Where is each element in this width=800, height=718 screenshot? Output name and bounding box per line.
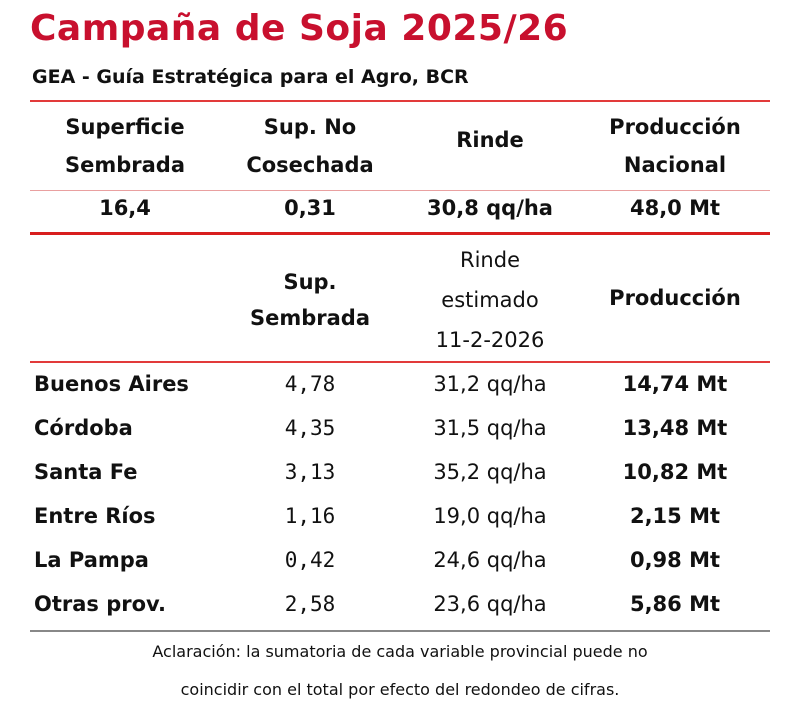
header-no-cosechada-line2: Cosechada — [246, 153, 374, 177]
province-produccion: 0,98 Mt — [629, 548, 721, 572]
rule-bottom — [30, 630, 770, 632]
province-rinde: 31,5 qq/ha — [433, 416, 547, 440]
province-produccion: 14,74 Mt — [622, 372, 728, 396]
province-rinde: 19,0 qq/ha — [433, 504, 547, 528]
province-rinde: 24,6 qq/ha — [433, 548, 547, 572]
header-produccion-nacional: Producción Nacional — [580, 108, 770, 184]
province-name: Córdoba — [34, 416, 133, 440]
province-name: Entre Ríos — [34, 504, 156, 528]
province-name: Santa Fe — [34, 460, 138, 484]
rule-provincial — [30, 361, 770, 363]
province-sup: 3,13 — [284, 460, 336, 484]
header-sup-sembrada: Sup. Sembrada — [225, 264, 395, 336]
header-no-cosechada: Sup. No Cosechada — [225, 108, 395, 184]
header-rinde: Rinde — [456, 128, 524, 152]
header-superficie-line2: Sembrada — [64, 153, 185, 177]
national-rinde: 30,8 qq/ha — [427, 196, 553, 220]
province-sup: 1,16 — [284, 504, 336, 528]
header-no-cosechada-line1: Sup. No — [263, 115, 357, 139]
header-superficie: Superficie Sembrada — [30, 108, 220, 184]
province-rinde: 31,2 qq/ha — [433, 372, 547, 396]
header-rinde-line1: Rinde — [460, 248, 520, 272]
footnote-line1: Aclaración: la sumatoria de cada variabl… — [152, 642, 648, 661]
province-sup: 4,35 — [284, 416, 336, 440]
province-produccion: 5,86 Mt — [629, 592, 721, 616]
page-subtitle: GEA - Guía Estratégica para el Agro, BCR — [32, 66, 469, 88]
header-produccion-line2: Nacional — [623, 153, 727, 177]
province-sup: 0,42 — [284, 548, 336, 572]
footnote-line2: coincidir con el total por efecto del re… — [180, 680, 620, 699]
province-name: Otras prov. — [34, 592, 166, 616]
national-superficie: 16,4 — [99, 196, 151, 220]
province-produccion: 2,15 Mt — [629, 504, 721, 528]
province-sup: 4,78 — [284, 372, 336, 396]
header-rinde-estimado: Rinde estimado 11-2-2026 — [410, 240, 570, 360]
province-name: Buenos Aires — [34, 372, 189, 396]
province-rinde: 35,2 qq/ha — [433, 460, 547, 484]
national-produccion: 48,0 Mt — [629, 196, 721, 220]
header-sup-line2: Sembrada — [249, 306, 370, 330]
header-superficie-line1: Superficie — [65, 115, 185, 139]
province-sup: 2,58 — [284, 592, 336, 616]
province-produccion: 13,48 Mt — [622, 416, 728, 440]
province-produccion: 10,82 Mt — [622, 460, 728, 484]
rule-top — [30, 100, 770, 102]
header-rinde-line3: 11-2-2026 — [435, 328, 545, 352]
rule-national — [30, 190, 770, 191]
province-name: La Pampa — [34, 548, 149, 572]
rule-divider — [30, 232, 770, 235]
province-rinde: 23,6 qq/ha — [433, 592, 547, 616]
header-rinde-line2: estimado — [441, 288, 539, 312]
page-title: Campaña de Soja 2025/26 — [30, 8, 569, 49]
header-sup-line1: Sup. — [283, 270, 337, 294]
header-produccion: Producción — [609, 286, 741, 310]
national-no-cosechada: 0,31 — [284, 196, 336, 220]
header-produccion-line1: Producción — [609, 115, 741, 139]
